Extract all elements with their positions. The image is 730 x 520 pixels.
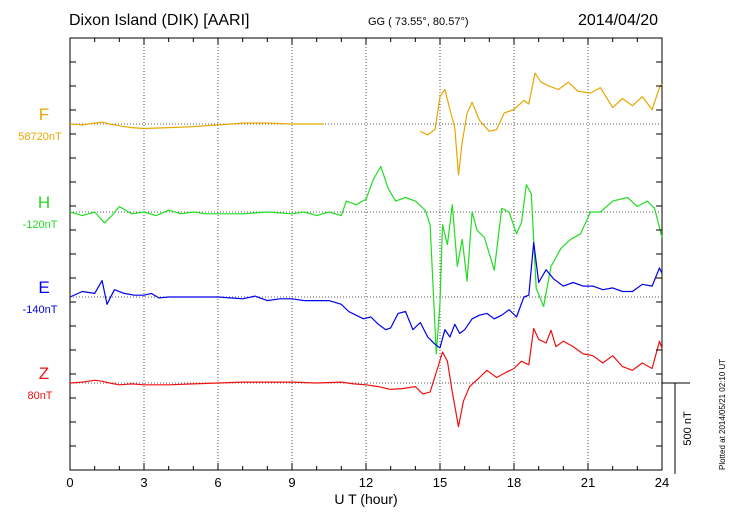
x-tick-label: 12 — [359, 475, 373, 490]
x-tick-label: 18 — [507, 475, 521, 490]
scale-bar-label: 500 nT — [682, 411, 694, 446]
series-line-e — [69, 241, 663, 349]
series-name-z: Z — [39, 364, 49, 383]
series-line-z — [69, 327, 663, 428]
x-tick-label: 15 — [433, 475, 447, 490]
x-axis-label: U T (hour) — [334, 491, 397, 507]
x-tick-label: 24 — [655, 475, 669, 490]
scale-bar: 500 nT — [662, 382, 694, 474]
series-baseline-h: -120nT — [23, 219, 58, 231]
series-name-f: F — [39, 105, 49, 124]
station-title: Dixon Island (DIK) [AARI] — [69, 12, 250, 29]
series-name-h: H — [38, 193, 50, 212]
series-line-f — [69, 121, 325, 130]
series-lines — [69, 72, 663, 428]
series-line-h — [69, 165, 663, 355]
series-labels: F 58720nT H -120nT E -140nT Z 80nT — [18, 105, 62, 402]
chart-date: 2014/04/20 — [578, 12, 659, 29]
x-tick-label: 0 — [66, 475, 73, 490]
x-tick-label: 9 — [288, 475, 295, 490]
x-tick-label: 21 — [581, 475, 595, 490]
series-baseline-z: 80nT — [27, 390, 52, 402]
series-name-e: E — [38, 278, 49, 297]
geographic-coordinates: GG ( 73.55°, 80.57°) — [368, 16, 469, 28]
x-tick-label: 6 — [214, 475, 221, 490]
x-axis: 0 3 6 9 12 15 18 21 24 U T (hour) — [66, 38, 669, 507]
series-line-f — [420, 72, 663, 176]
series-baseline-e: -140nT — [23, 304, 58, 316]
x-tick-label: 3 — [140, 475, 147, 490]
series-baseline-f: 58720nT — [18, 131, 62, 143]
